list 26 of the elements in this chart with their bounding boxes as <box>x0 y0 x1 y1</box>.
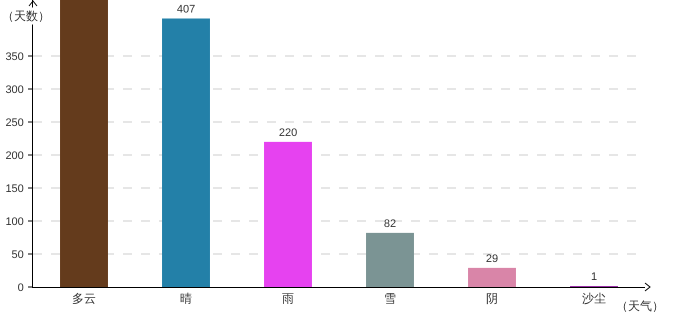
x-tick-label: 雪 <box>384 291 396 306</box>
y-tick-label: 150 <box>5 182 24 195</box>
data-label: 29 <box>486 252 498 265</box>
y-tick-label: 50 <box>12 248 24 261</box>
y-tick-label: 350 <box>5 50 24 63</box>
bar <box>468 268 516 287</box>
x-tick-label: 阴 <box>486 291 498 306</box>
x-axis-title: （天气） <box>616 299 664 313</box>
y-tick-label: 0 <box>18 282 24 294</box>
x-tick-label: 沙尘 <box>582 291 606 306</box>
data-label: 407 <box>176 3 196 16</box>
y-tick-label: 250 <box>5 116 24 129</box>
data-label: 1 <box>590 271 598 283</box>
bar <box>264 142 312 287</box>
x-tick-label: 雨 <box>282 291 294 306</box>
data-label: 220 <box>278 126 298 139</box>
y-tick-label: 300 <box>5 84 24 96</box>
y-axis-title: （天数） <box>2 9 50 23</box>
bar <box>60 0 108 287</box>
x-tick-label: 多云 <box>72 291 96 306</box>
x-tick-label: 晴 <box>180 291 192 306</box>
data-label: 82 <box>384 218 396 230</box>
y-tick-label: 200 <box>5 150 24 162</box>
y-tick-label: 100 <box>5 216 24 228</box>
bar <box>366 232 414 287</box>
bar <box>162 18 210 287</box>
